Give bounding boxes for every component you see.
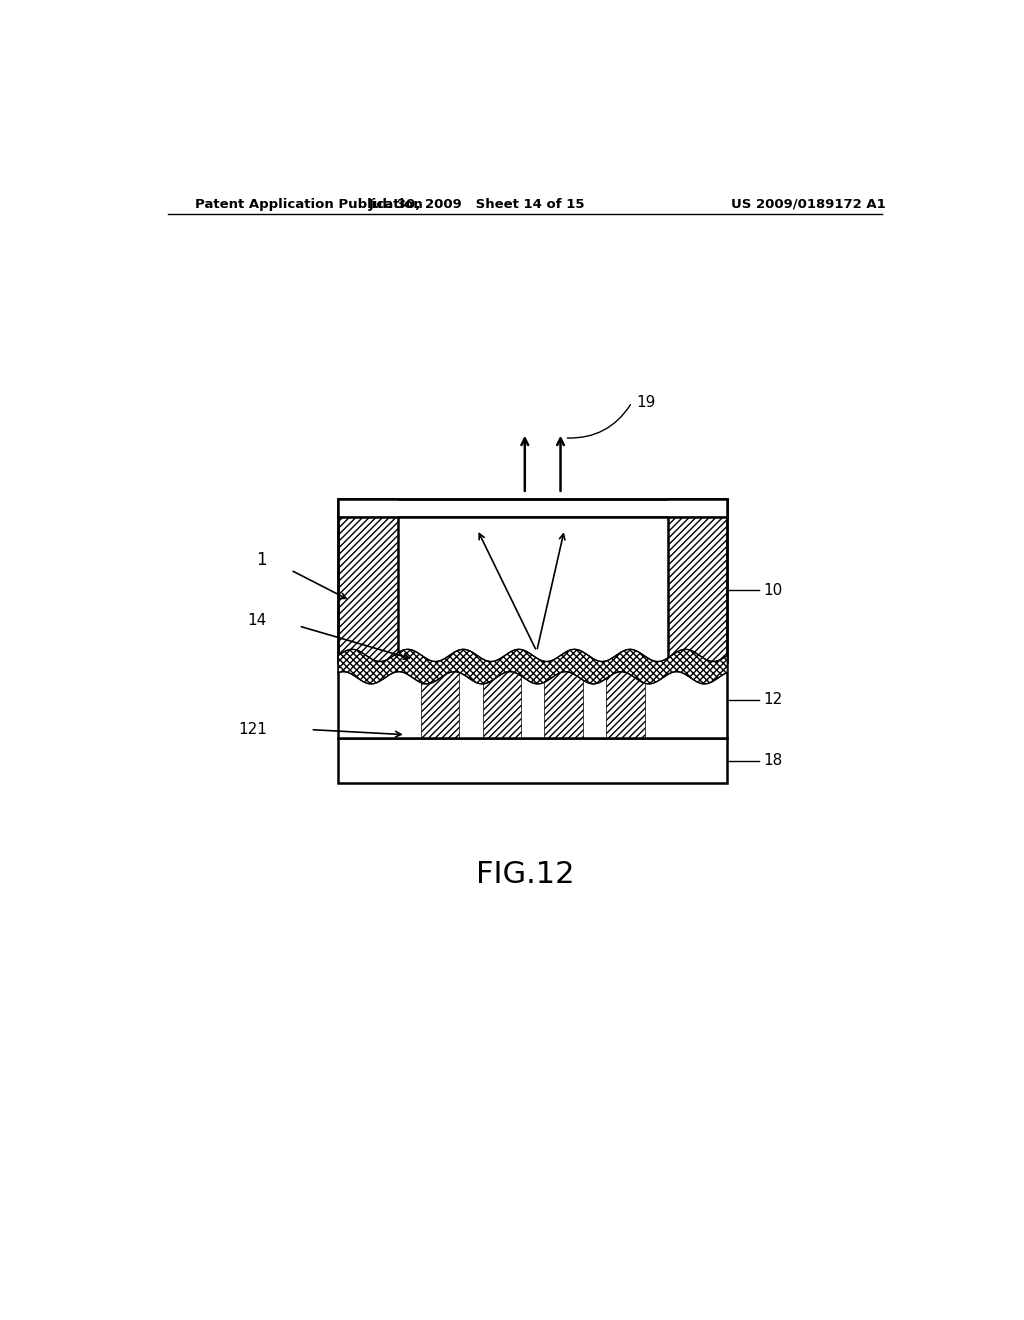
- Bar: [338, 499, 398, 517]
- Text: US 2009/0189172 A1: US 2009/0189172 A1: [731, 198, 886, 211]
- Text: 10: 10: [763, 583, 782, 598]
- Bar: [668, 499, 727, 517]
- Text: 12: 12: [763, 692, 782, 708]
- Bar: [338, 499, 398, 661]
- Text: 18: 18: [763, 754, 782, 768]
- Bar: [545, 661, 583, 738]
- Bar: [338, 499, 727, 517]
- Text: 121: 121: [238, 722, 267, 737]
- Bar: [397, 517, 668, 661]
- Text: 1: 1: [256, 550, 267, 569]
- Text: Jul. 30, 2009   Sheet 14 of 15: Jul. 30, 2009 Sheet 14 of 15: [369, 198, 586, 211]
- Bar: [421, 661, 460, 738]
- Text: Patent Application Publication: Patent Application Publication: [196, 198, 423, 211]
- Text: FIG.12: FIG.12: [475, 861, 574, 890]
- Bar: [338, 499, 727, 661]
- Bar: [482, 661, 521, 738]
- Bar: [338, 661, 727, 738]
- Text: 14: 14: [248, 614, 267, 628]
- Bar: [606, 661, 644, 738]
- Polygon shape: [338, 649, 727, 684]
- Bar: [338, 661, 727, 738]
- Bar: [338, 738, 727, 784]
- Text: 19: 19: [636, 395, 655, 409]
- Bar: [668, 499, 727, 661]
